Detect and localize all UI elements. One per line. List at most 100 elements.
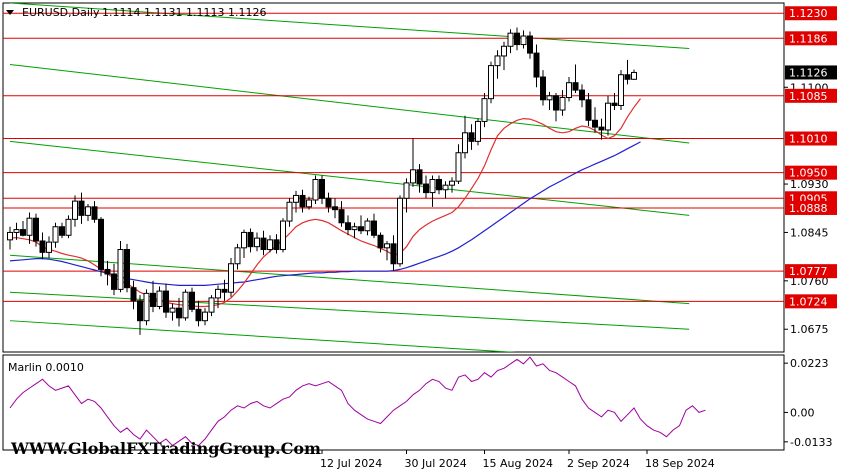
candle-body — [468, 132, 475, 142]
candle-body — [540, 76, 546, 101]
candle-body — [130, 287, 137, 302]
candle — [293, 190, 299, 213]
candle-body — [442, 184, 449, 191]
candle — [221, 279, 228, 301]
level-label: 1.1085 — [789, 90, 828, 103]
candle — [150, 280, 156, 313]
candle-body — [13, 229, 20, 233]
candle-body — [631, 71, 637, 80]
candle-body — [338, 209, 345, 224]
candle-body — [514, 32, 520, 46]
current-price-label: 1.1126 — [789, 66, 828, 79]
level-label-bg — [785, 200, 837, 215]
candle — [559, 90, 566, 116]
candle-body — [98, 218, 104, 270]
level-label-bg — [785, 88, 837, 103]
candle-body — [208, 297, 215, 313]
candles-layer — [7, 27, 637, 335]
candle-body — [189, 291, 195, 310]
channel-line — [9, 140, 690, 216]
candle-body — [507, 32, 514, 47]
level-label: 1.0950 — [789, 167, 828, 180]
channel-line — [9, 63, 690, 144]
candle-body — [33, 217, 39, 242]
candle — [137, 295, 143, 335]
price-axis-label: 1.0845 — [790, 226, 829, 239]
candle-body — [286, 201, 293, 222]
candle — [572, 64, 579, 93]
candle — [351, 222, 358, 239]
candle — [416, 164, 423, 193]
candle-body — [156, 290, 163, 307]
level-labels: 1.12301.11861.10851.10101.09501.09051.08… — [785, 6, 837, 309]
candle — [163, 283, 169, 318]
channel-line — [9, 3, 690, 50]
candle-body — [579, 89, 585, 101]
candle — [130, 280, 137, 310]
candle — [39, 232, 46, 260]
channel-lines — [9, 3, 690, 352]
candle-body — [488, 65, 494, 100]
level-label: 1.1230 — [789, 7, 828, 20]
candle — [410, 138, 416, 187]
chart-header: EURUSD,Daily 1.1114 1.1131 1.1113 1.1126 — [6, 6, 266, 19]
candle-body — [605, 102, 611, 131]
candle — [631, 69, 637, 80]
candle — [306, 196, 312, 210]
candle-body — [195, 308, 202, 322]
candle-body — [306, 199, 312, 208]
candle — [501, 41, 507, 71]
candle — [442, 181, 449, 199]
candle-body — [215, 288, 221, 299]
candle-body — [7, 231, 13, 241]
date-axis: 12 Jul 2024 30 Jul 2024 15 Aug 2024 2 Sep 2… — [320, 450, 715, 470]
candle-body — [247, 231, 254, 248]
candle-body — [390, 243, 397, 265]
candle — [189, 287, 195, 313]
level-label: 1.0724 — [789, 295, 828, 308]
candle — [507, 29, 514, 54]
candle-body — [91, 206, 98, 220]
chevron-down-icon[interactable] — [6, 10, 14, 15]
date-axis-label: 15 Aug 2024 — [483, 457, 553, 470]
candle-body — [384, 243, 390, 249]
candle-body — [351, 226, 358, 231]
level-label-bg — [785, 165, 837, 180]
candle — [7, 226, 13, 250]
candle-body — [559, 97, 566, 111]
candle — [319, 175, 325, 204]
level-label-bg — [785, 131, 837, 146]
candle — [59, 222, 65, 239]
candle — [299, 189, 306, 213]
candle-body — [46, 241, 52, 253]
date-axis-label: 18 Sep 2024 — [645, 457, 715, 470]
candle — [182, 289, 189, 321]
symbol-label: EURUSD,Daily — [22, 6, 100, 19]
candle-body — [137, 300, 143, 322]
candle — [124, 243, 130, 293]
candle — [546, 91, 553, 111]
candle-body — [494, 55, 501, 67]
candle — [195, 300, 202, 327]
candle-body — [410, 169, 416, 184]
date-axis-label: 12 Jul 2024 — [320, 457, 382, 470]
candle — [91, 201, 98, 223]
candle — [423, 175, 429, 199]
level-label-bg — [785, 294, 837, 309]
candle — [553, 92, 559, 122]
candle-body — [546, 95, 553, 101]
candle — [403, 178, 410, 213]
candle-body — [293, 194, 299, 203]
candle — [260, 230, 267, 256]
candle-body — [527, 35, 533, 54]
candle-body — [39, 240, 46, 253]
candle-body — [234, 247, 241, 265]
candle — [579, 84, 585, 108]
candle-body — [618, 74, 624, 106]
candle — [143, 289, 150, 326]
candle — [215, 285, 221, 309]
candle-body — [416, 169, 423, 185]
level-label: 1.0888 — [789, 202, 828, 215]
candle — [371, 213, 377, 239]
candle-body — [566, 82, 572, 99]
